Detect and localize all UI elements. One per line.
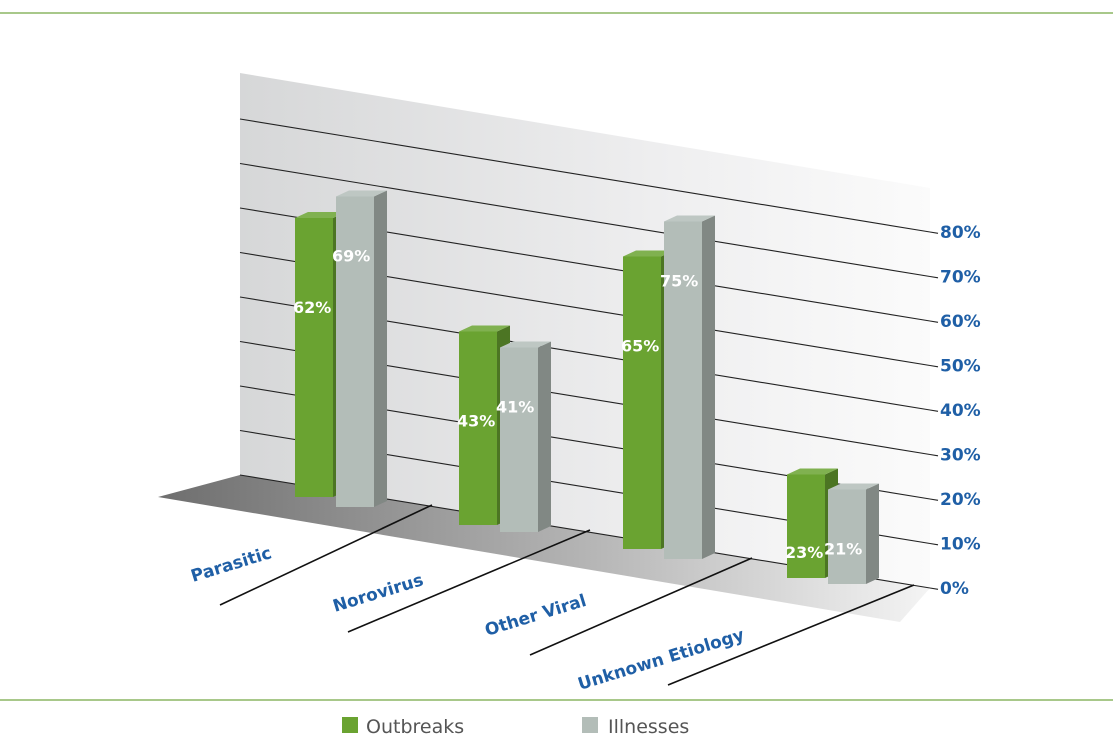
y-tick-label: 80% — [940, 223, 981, 243]
tick-mark-0 — [929, 587, 939, 590]
data-label: 62% — [293, 298, 331, 317]
data-label: 23% — [785, 543, 823, 562]
bar-top — [336, 190, 387, 197]
data-label: 43% — [457, 412, 495, 431]
bar-outbreaks-3 — [787, 468, 838, 578]
category-divider-line — [529, 557, 753, 656]
bar-front — [459, 331, 497, 525]
data-label: 69% — [332, 247, 370, 266]
y-tick-label: 30% — [940, 446, 981, 466]
bar-top — [623, 250, 674, 257]
y-tick-label: 70% — [940, 268, 981, 288]
category-divider-line — [347, 529, 591, 633]
tick-mark-60 — [929, 320, 939, 323]
category-divider-line — [667, 584, 915, 686]
bar-top — [295, 212, 346, 218]
bar-illnesses-2 — [664, 215, 715, 559]
data-label: 21% — [824, 540, 862, 559]
chart-floor — [158, 475, 930, 622]
y-tick-label: 20% — [940, 490, 981, 510]
tick-mark-40 — [929, 409, 939, 412]
bar-front — [623, 256, 661, 549]
bars: 62% 69% 43%41% 65% 75% 23% 21% — [293, 190, 879, 584]
data-label: 65% — [621, 337, 659, 356]
bar-front — [295, 218, 333, 497]
bar-illnesses-0 — [336, 190, 387, 507]
y-tick-label: 10% — [940, 535, 981, 555]
bar-front — [336, 196, 374, 507]
legend-swatch-outbreaks — [342, 717, 358, 733]
bar-side — [538, 341, 551, 532]
y-tick-label: 60% — [940, 312, 981, 332]
bar-top — [459, 325, 510, 332]
tick-mark-80 — [929, 231, 939, 234]
bar-side — [702, 215, 715, 559]
y-axis-tick-labels: 0% 10% 20% 30% 40% 50% 60% 70% 80% — [940, 223, 981, 599]
category-label: Unknown Etiology — [576, 625, 747, 695]
tick-mark-20 — [929, 498, 939, 501]
y-tick-label: 50% — [940, 357, 981, 377]
bar-top — [500, 341, 551, 348]
legend-label-illnesses: Illnesses — [608, 716, 689, 738]
gridline-70 — [239, 162, 931, 278]
bar-front — [787, 474, 825, 578]
category-label: Other Viral — [483, 591, 589, 641]
legend-swatch-illnesses — [582, 717, 598, 733]
bar-side — [374, 190, 387, 507]
bar-side — [866, 483, 879, 584]
tick-mark-50 — [929, 364, 939, 368]
category-label: Norovirus — [331, 570, 426, 616]
category-label: Parasitic — [189, 543, 275, 586]
data-label: 41% — [496, 398, 534, 417]
bar-top — [828, 483, 879, 490]
bar-front — [664, 221, 702, 559]
y-tick-label: 0% — [940, 579, 969, 599]
category-divider-lines — [219, 504, 915, 686]
bar-illnesses-1 — [500, 341, 551, 532]
data-label: 75% — [660, 272, 698, 291]
tick-mark-70 — [929, 275, 939, 279]
y-tick-label: 40% — [940, 401, 981, 421]
bar-top — [664, 215, 715, 222]
bar-illnesses-3 — [828, 483, 879, 584]
category-divider-line — [219, 504, 433, 606]
tick-mark-10 — [929, 542, 939, 546]
bar-front — [828, 489, 866, 584]
bar-front — [500, 347, 538, 532]
legend-label-outbreaks: Outbreaks — [366, 716, 464, 738]
gridline-80 — [239, 118, 931, 233]
tick-mark-30 — [929, 453, 939, 457]
bar-top — [787, 468, 838, 475]
legend: Outbreaks Illnesses — [342, 716, 689, 738]
